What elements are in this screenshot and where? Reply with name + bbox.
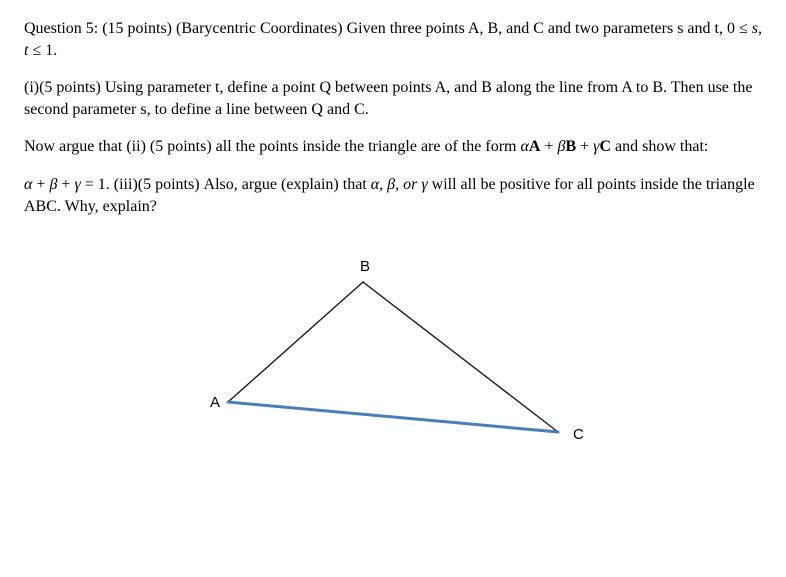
text: + — [57, 176, 74, 193]
question-para-4: α + β + γ = 1. (iii)(5 points) Also, arg… — [24, 174, 762, 217]
triangle-svg: A B C — [178, 257, 608, 467]
svg-text:C: C — [573, 426, 584, 443]
text: + — [32, 176, 49, 193]
text: + — [540, 138, 557, 155]
text: (i)(5 points) Using parameter t, define … — [24, 79, 752, 118]
text: Question 5: (15 points) (Barycentric Coo… — [24, 20, 752, 37]
text: and show that: — [611, 138, 708, 155]
text-bold: B — [565, 138, 576, 155]
text: = 1. (iii)(5 points) Also, argue (explai… — [81, 176, 371, 193]
text-italic: α — [520, 138, 528, 155]
text: Now argue that (ii) (5 points) all the p… — [24, 138, 520, 155]
question-para-3: Now argue that (ii) (5 points) all the p… — [24, 136, 762, 158]
svg-text:A: A — [210, 394, 220, 411]
question-para-1: Question 5: (15 points) (Barycentric Coo… — [24, 18, 762, 61]
question-para-2: (i)(5 points) Using parameter t, define … — [24, 77, 762, 120]
text-italic: α, β, or γ — [371, 176, 428, 193]
text: + — [576, 138, 593, 155]
triangle-diagram: A B C — [24, 257, 762, 474]
text-bold: A — [529, 138, 541, 155]
svg-text:B: B — [360, 258, 370, 275]
text: ≤ 1. — [28, 42, 57, 59]
text-bold: C — [599, 138, 611, 155]
